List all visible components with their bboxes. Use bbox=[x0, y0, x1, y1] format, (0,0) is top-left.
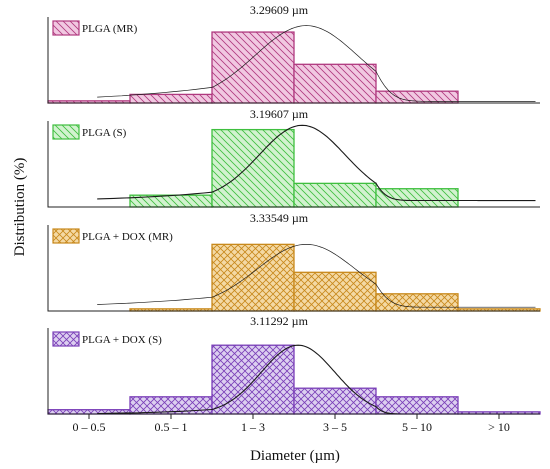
legend-swatch-3 bbox=[52, 228, 80, 244]
legend-label-2: PLGA (S) bbox=[82, 127, 127, 139]
fit-curve-2 bbox=[97, 124, 536, 202]
panel-3: PLGA + DOX (MR) 3.33549 µm bbox=[47, 211, 541, 312]
bar-4-3 bbox=[211, 344, 295, 415]
legend-2: PLGA (S) bbox=[52, 124, 127, 140]
bar-3-5 bbox=[375, 293, 459, 312]
x-tick-label-5: 5 – 10 bbox=[402, 420, 432, 434]
bar-1-4 bbox=[293, 63, 377, 104]
x-tick-label-4: 3 – 5 bbox=[323, 420, 347, 434]
panel-1-axes bbox=[47, 17, 540, 104]
panel-2: PLGA (S) 3.19607 µm bbox=[47, 107, 540, 208]
panel-2-axes bbox=[47, 121, 540, 208]
fit-curve-1 bbox=[97, 25, 536, 102]
bar-2-3 bbox=[211, 128, 295, 208]
x-axis: 0 – 0.5 0.5 – 1 1 – 3 3 – 5 5 – 10 > 10 bbox=[73, 414, 510, 434]
bar-2-4 bbox=[293, 182, 377, 208]
peak-label-1: 3.29609 µm bbox=[250, 3, 309, 17]
peak-label-3: 3.33549 µm bbox=[250, 211, 309, 225]
bar-4-5 bbox=[375, 396, 459, 415]
panel-4-axes bbox=[47, 328, 540, 415]
legend-swatch-1 bbox=[52, 20, 80, 36]
panel-1: PLGA (MR) 3.29609 µm bbox=[47, 3, 540, 104]
bar-4-4 bbox=[293, 387, 377, 415]
peak-label-4: 3.11292 µm bbox=[250, 314, 308, 328]
legend-4: PLGA + DOX (S) bbox=[52, 331, 162, 347]
bar-3-4 bbox=[293, 271, 377, 312]
x-tick-label-1: 0 – 0.5 bbox=[73, 420, 106, 434]
bar-1-2 bbox=[129, 93, 213, 104]
legend-swatch-4 bbox=[52, 331, 80, 347]
x-tick-label-6: > 10 bbox=[488, 420, 510, 434]
legend-label-3: PLGA + DOX (MR) bbox=[82, 231, 173, 243]
legend-label-4: PLGA + DOX (S) bbox=[82, 334, 162, 346]
fit-curve-3 bbox=[97, 243, 536, 308]
bar-2-5 bbox=[375, 188, 459, 208]
legend-3: PLGA + DOX (MR) bbox=[52, 228, 173, 244]
panel-4: PLGA + DOX (S) 3.11292 µm bbox=[47, 314, 541, 415]
y-axis-label: Distribution (%) bbox=[12, 158, 28, 257]
legend-label-1: PLGA (MR) bbox=[82, 23, 138, 35]
x-tick-label-3: 1 – 3 bbox=[241, 420, 265, 434]
panel-3-axes bbox=[47, 225, 540, 312]
legend-swatch-2 bbox=[52, 124, 80, 140]
bar-3-3 bbox=[211, 243, 295, 312]
peak-label-2: 3.19607 µm bbox=[250, 107, 309, 121]
fit-curve-4 bbox=[97, 344, 536, 415]
x-tick-label-2: 0.5 – 1 bbox=[155, 420, 188, 434]
legend-1: PLGA (MR) bbox=[52, 20, 138, 36]
bar-1-3 bbox=[211, 31, 295, 104]
x-axis-label: Diameter (µm) bbox=[250, 448, 340, 464]
